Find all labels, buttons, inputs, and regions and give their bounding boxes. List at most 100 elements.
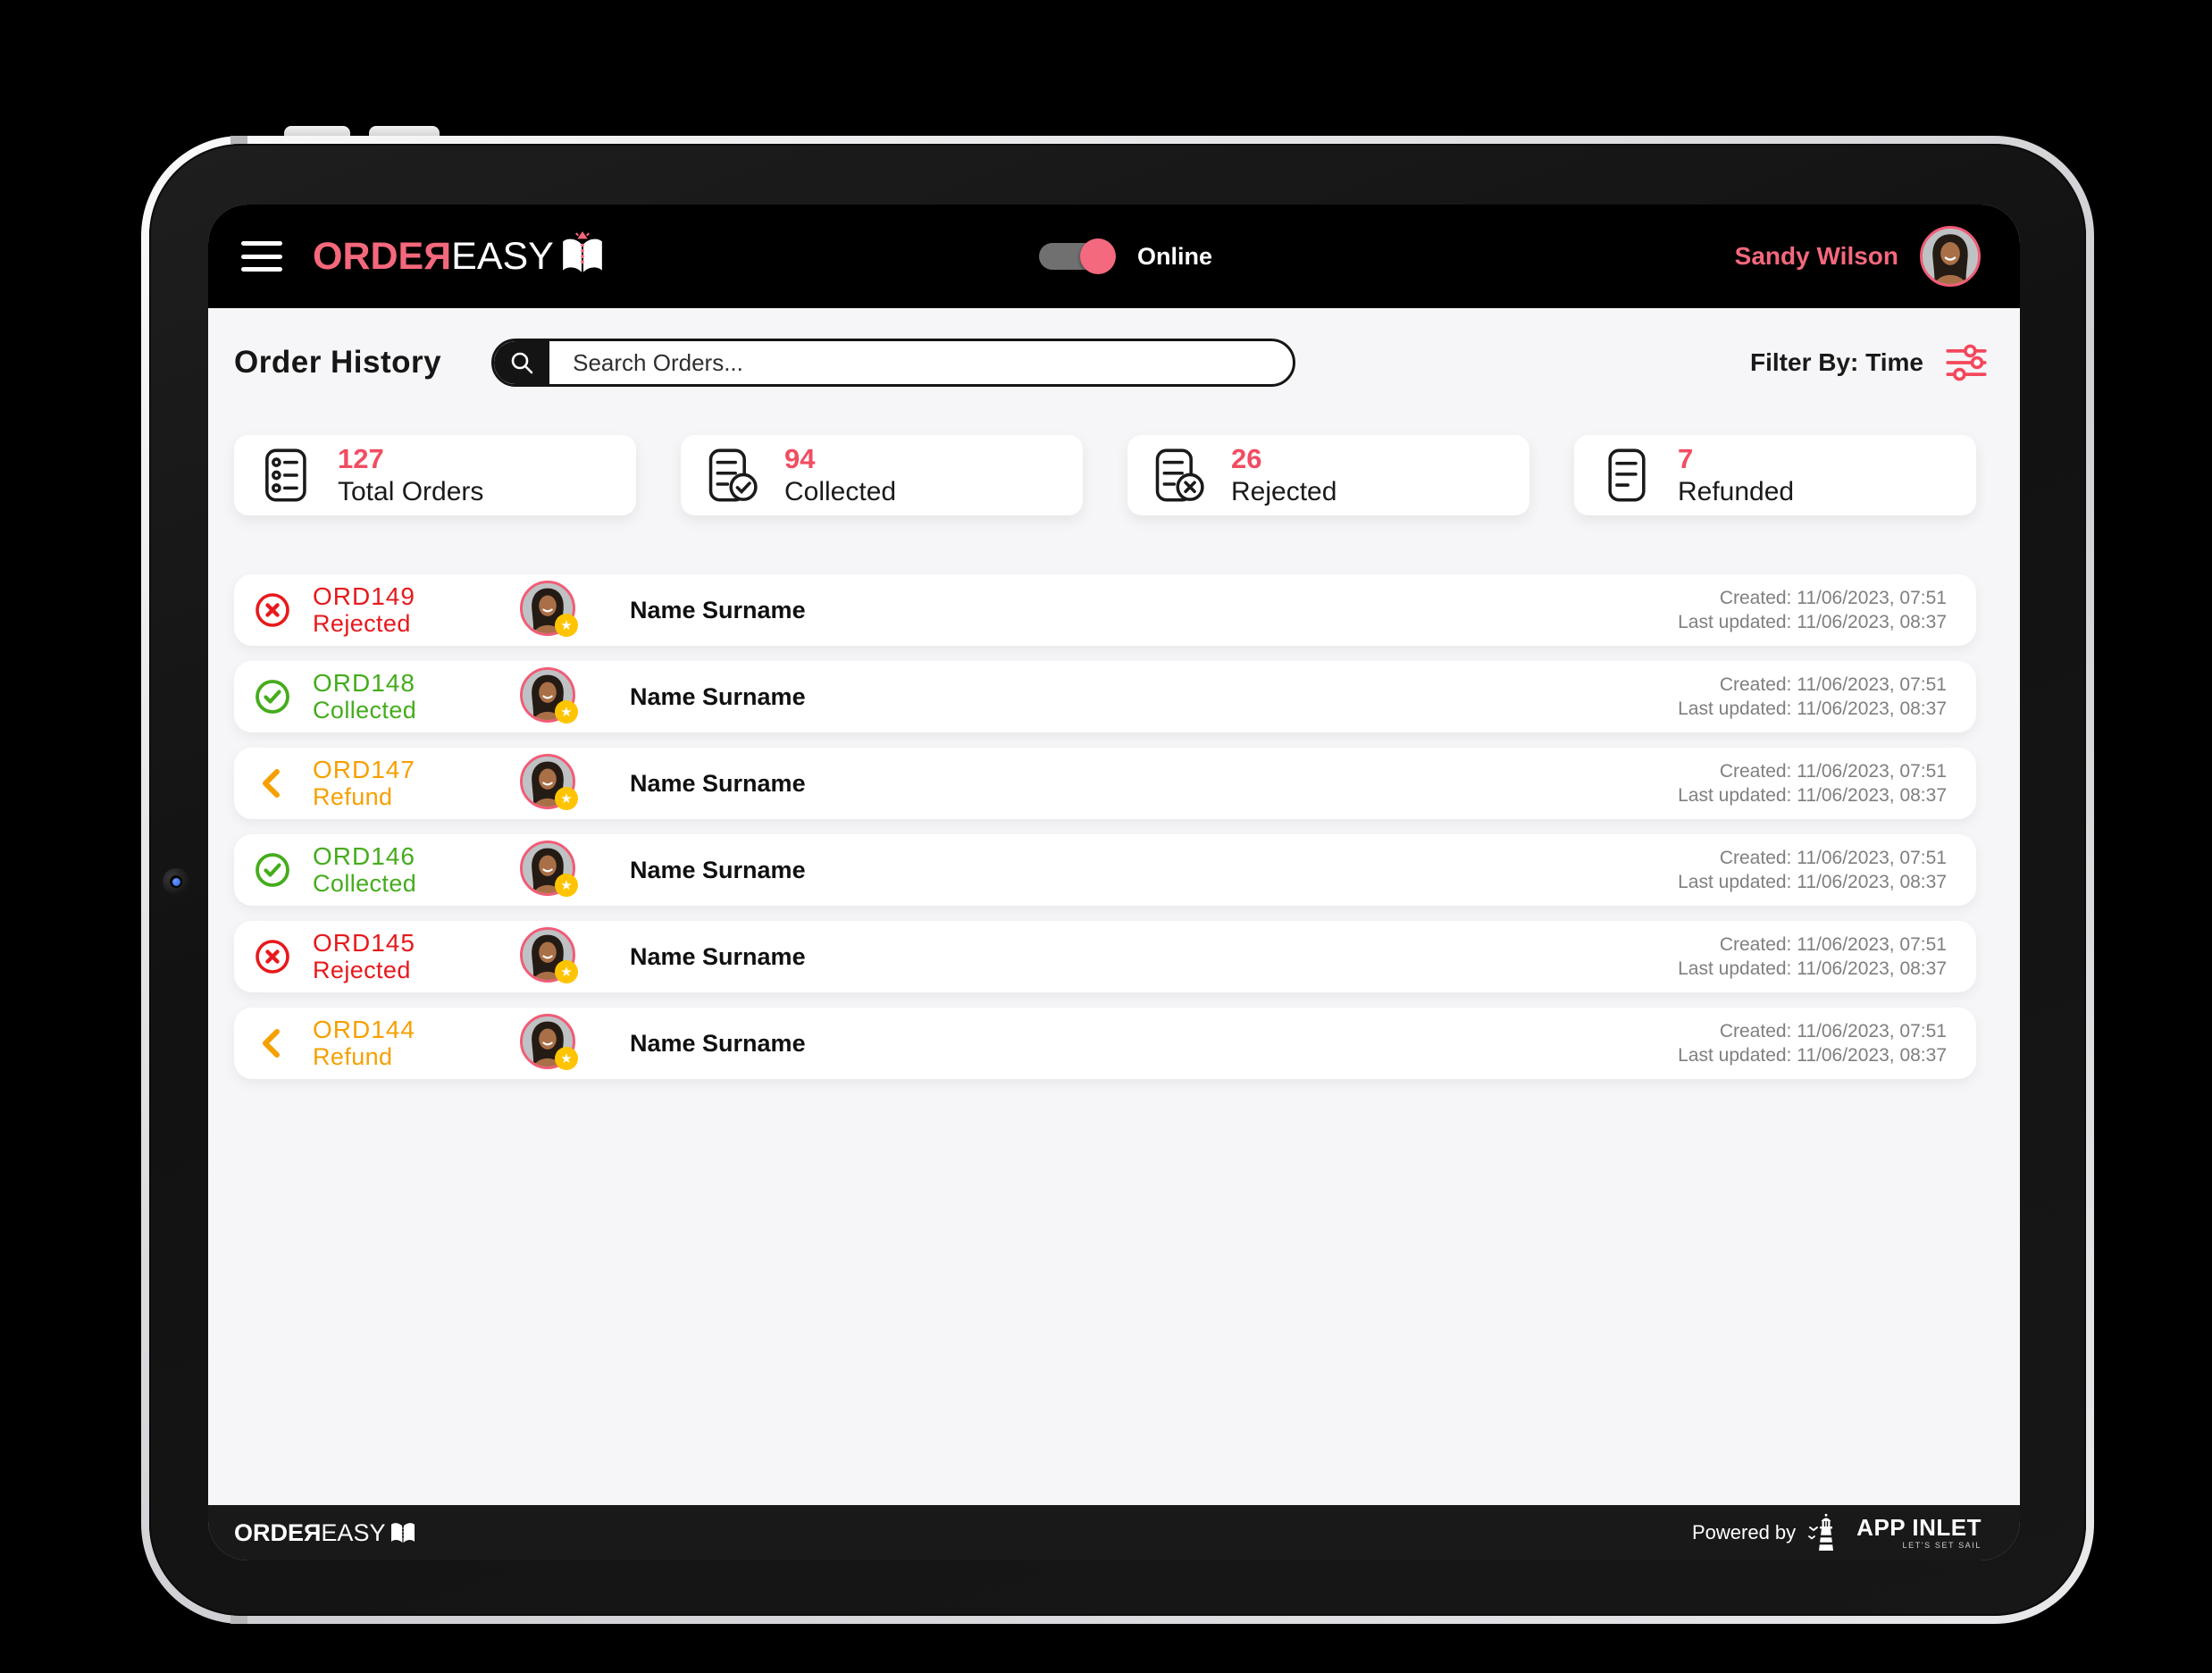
open-book-icon — [391, 1518, 415, 1543]
partner-tagline: LET'S SET SAIL — [1902, 1541, 1982, 1550]
logo-text-order: ORDEЯ — [313, 234, 452, 278]
stat-card: 26 Rejected — [1127, 435, 1529, 515]
powered-by: Powered by — [1692, 1513, 1982, 1552]
order-status-icon — [254, 851, 291, 889]
order-row[interactable]: ORD148 Collected ★ Name Surname Created:… — [234, 661, 1976, 732]
customer-avatar: ★ — [520, 841, 578, 897]
customer-avatar: ★ — [520, 667, 578, 724]
order-status: Collected — [313, 870, 417, 898]
order-status-icon — [254, 1025, 291, 1062]
customer-avatar: ★ — [520, 927, 578, 983]
order-id: ORD149 — [313, 582, 415, 610]
order-row[interactable]: ORD146 Collected ★ Name Surname Created:… — [234, 834, 1976, 906]
stat-card: 7 Refunded — [1574, 435, 1976, 515]
stat-value: 7 — [1678, 442, 1694, 474]
filter-control[interactable]: Filter By: Time — [1750, 344, 1988, 381]
stat-icon — [1154, 448, 1206, 503]
order-row[interactable]: ORD145 Rejected ★ Name Surname Created: … — [234, 921, 1976, 992]
order-timestamps: Created: 11/06/2023, 07:51 Last updated:… — [1678, 1008, 1947, 1079]
user-avatar — [1920, 226, 1981, 287]
search-input[interactable] — [549, 341, 1294, 384]
stat-card: 127 Total Orders — [234, 435, 636, 515]
customer-avatar: ★ — [520, 1014, 578, 1070]
order-timestamps: Created: 11/06/2023, 07:51 Last updated:… — [1678, 661, 1947, 732]
order-status: Rejected — [313, 957, 411, 984]
user-menu[interactable]: Sandy Wilson — [1735, 205, 1981, 308]
page-title: Order History — [234, 345, 442, 380]
order-status: Refund — [313, 1043, 393, 1071]
antenna-notch — [230, 1616, 247, 1624]
orders-list: ORD149 Rejected ★ Name Surname Created: … — [234, 574, 1976, 1079]
stat-card: 94 Collected — [681, 435, 1083, 515]
powered-by-label: Powered by — [1691, 1521, 1797, 1543]
order-id: ORD148 — [313, 669, 415, 697]
updated-timestamp: Last updated: 11/06/2023, 08:37 — [1678, 958, 1947, 979]
customer-avatar: ★ — [520, 754, 578, 810]
open-book-icon — [563, 231, 602, 272]
order-id: ORD145 — [313, 929, 415, 957]
stat-label: Rejected — [1231, 476, 1337, 506]
search-icon — [494, 341, 550, 384]
filter-sliders-icon — [1946, 344, 1987, 381]
created-timestamp: Created: 11/06/2023, 07:51 — [1719, 934, 1947, 955]
customer-name: Name Surname — [630, 769, 806, 797]
stat-value: 94 — [784, 442, 816, 474]
hamburger-menu-icon[interactable] — [241, 241, 282, 272]
star-badge-icon: ★ — [555, 787, 578, 810]
stats-cards: 127 Total Orders — [234, 435, 1976, 515]
updated-timestamp: Last updated: 11/06/2023, 08:37 — [1678, 698, 1947, 719]
front-camera-icon — [163, 868, 189, 895]
logo-text-easy: EASY — [451, 234, 554, 278]
stat-value: 26 — [1231, 442, 1262, 474]
order-row[interactable]: ORD149 Rejected ★ Name Surname Created: … — [234, 574, 1976, 646]
app-footer: ORDEЯ EASY — [208, 1505, 2020, 1560]
toggle-knob — [1080, 238, 1116, 274]
order-id: ORD147 — [313, 756, 415, 783]
customer-name: Name Surname — [630, 942, 806, 970]
app-header: ORDEЯ EASY — [208, 205, 2020, 308]
order-timestamps: Created: 11/06/2023, 07:51 Last updated:… — [1678, 574, 1947, 646]
customer-name: Name Surname — [630, 682, 806, 710]
created-timestamp: Created: 11/06/2023, 07:51 — [1719, 848, 1947, 868]
stat-icon — [708, 448, 759, 503]
order-status: Collected — [313, 697, 417, 724]
tablet-device: ORDEЯ EASY — [141, 126, 2094, 1624]
footer-logo-text-order: ORDEЯ — [234, 1518, 322, 1546]
stat-icon — [261, 448, 313, 503]
updated-timestamp: Last updated: 11/06/2023, 08:37 — [1678, 872, 1947, 892]
order-status-icon — [254, 938, 291, 975]
created-timestamp: Created: 11/06/2023, 07:51 — [1719, 761, 1947, 782]
tablet-frame: ORDEЯ EASY — [141, 136, 2094, 1624]
footer-logo-text-easy: EASY — [321, 1518, 386, 1546]
filter-label: Filter By: Time — [1750, 348, 1923, 376]
order-status: Refund — [313, 783, 393, 811]
order-timestamps: Created: 11/06/2023, 07:51 Last updated:… — [1678, 834, 1947, 906]
tablet-bezel: ORDEЯ EASY — [149, 144, 2086, 1616]
updated-timestamp: Last updated: 11/06/2023, 08:37 — [1678, 785, 1947, 806]
user-name: Sandy Wilson — [1734, 242, 1898, 270]
footer-logo: ORDEЯ EASY — [234, 1518, 416, 1546]
created-timestamp: Created: 11/06/2023, 07:51 — [1719, 1021, 1947, 1041]
main-content: Order History — [208, 308, 2020, 1505]
online-toggle-label: Online — [1137, 242, 1213, 270]
app-logo: ORDEЯ EASY — [313, 205, 605, 308]
order-row[interactable]: ORD147 Refund ★ Name Surname Created: 11… — [234, 748, 1976, 819]
customer-name: Name Surname — [630, 1029, 806, 1057]
created-timestamp: Created: 11/06/2023, 07:51 — [1719, 588, 1947, 608]
order-timestamps: Created: 11/06/2023, 07:51 Last updated:… — [1678, 748, 1947, 819]
star-badge-icon: ★ — [555, 960, 578, 983]
star-badge-icon: ★ — [555, 1047, 578, 1070]
online-toggle[interactable] — [1039, 238, 1116, 274]
partner-name: APP INLET — [1856, 1514, 1982, 1541]
customer-avatar: ★ — [520, 581, 578, 637]
stat-value: 127 — [338, 442, 384, 474]
order-status-icon — [254, 591, 291, 629]
order-status: Rejected — [313, 610, 411, 638]
star-badge-icon: ★ — [555, 874, 578, 897]
order-row[interactable]: ORD144 Refund ★ Name Surname Created: 11… — [234, 1008, 1976, 1079]
star-badge-icon: ★ — [555, 614, 578, 637]
stat-label: Total Orders — [338, 476, 484, 506]
order-status-icon — [254, 765, 291, 802]
order-id: ORD144 — [313, 1016, 415, 1043]
